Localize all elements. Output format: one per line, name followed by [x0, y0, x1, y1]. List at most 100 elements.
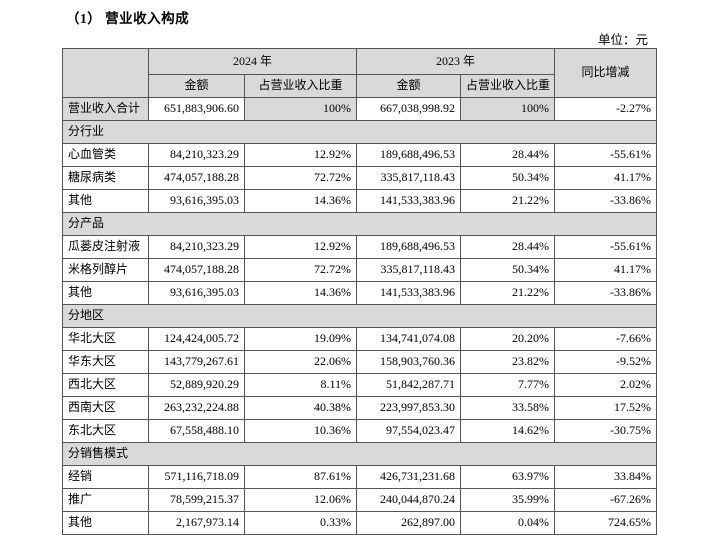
amount-2024-cell: 93,616,395.03 [148, 189, 245, 213]
table-row: 糖尿病类 474,057,188.28 72.72% 335,817,118.43 50… [62, 166, 658, 190]
row-label-cell: 推广 [62, 488, 149, 512]
table-row: 心血管类 84,210,323.29 12.92% 189,688,496.53 28.… [62, 143, 658, 167]
amount-2024-cell: 263,232,224.88 [148, 396, 245, 420]
section-row-label: 分地区 [61, 304, 658, 328]
section-row: 分销售模式 [61, 442, 658, 466]
amount-2024-cell: 67,558,488.10 [148, 419, 245, 443]
ratio-2024-cell: 87.61% [243, 465, 358, 489]
amount-2024-cell: 84,210,323.29 [148, 235, 245, 259]
amount-2023-cell: 667,038,998.92 [356, 97, 462, 121]
row-label-cell: 米格列醇片 [62, 258, 149, 282]
ratio-2023-cell: 35.99% [460, 488, 556, 512]
unit-label: 单位：元 [597, 33, 648, 47]
amount-2023-cell: 158,903,760.36 [356, 350, 462, 374]
table-row: 经销 571,116,718.09 87.61% 426,731,231.68 63.9… [62, 465, 658, 489]
table-row: 米格列醇片 474,057,188.28 72.72% 335,817,118.43 5… [62, 258, 658, 282]
amount-2023-cell: 189,688,496.53 [356, 235, 462, 259]
section-title: （1） 营业收入构成 [66, 11, 190, 26]
ratio-2023-cell: 33.58% [460, 396, 556, 420]
header-amount-2023: 金额 [356, 74, 462, 98]
ratio-2024-cell: 22.06% [243, 350, 358, 374]
yoy-cell: 2.02% [554, 373, 658, 397]
amount-2023-cell: 223,997,853.30 [356, 396, 462, 420]
amount-2024-cell: 78,599,215.37 [148, 488, 245, 512]
amount-2023-cell: 134,741,074.08 [356, 327, 462, 351]
table-body: 营业收入合计 651,883,906.60 100% 667,038,998.92 10… [61, 97, 658, 535]
ratio-2024-cell: 0.33% [243, 511, 358, 535]
row-label-cell: 西南大区 [62, 396, 149, 420]
yoy-cell: -9.52% [554, 350, 658, 374]
amount-2023-cell: 189,688,496.53 [356, 143, 462, 167]
table-row: 华北大区 124,424,005.72 19.09% 134,741,074.08 20… [62, 327, 658, 351]
amount-2023-cell: 51,842,287.71 [356, 373, 462, 397]
row-label-cell: 糖尿病类 [62, 166, 149, 190]
ratio-2024-cell: 19.09% [243, 327, 358, 351]
section-row: 分行业 [61, 120, 658, 144]
ratio-2024-cell: 100% [243, 97, 358, 121]
amount-2023-cell: 141,533,383.96 [356, 281, 462, 305]
amount-2024-cell: 651,883,906.60 [148, 97, 245, 121]
ratio-2024-cell: 12.92% [243, 235, 358, 259]
ratio-2023-cell: 21.22% [460, 189, 556, 213]
row-label-cell: 心血管类 [62, 143, 149, 167]
yoy-cell: -33.86% [554, 281, 658, 305]
row-label-cell: 其他 [62, 511, 149, 535]
yoy-cell: -30.75% [554, 419, 658, 443]
amount-2024-cell: 571,116,718.09 [148, 465, 245, 489]
yoy-cell: 33.84% [554, 465, 658, 489]
ratio-2024-cell: 12.06% [243, 488, 358, 512]
table-row: 东北大区 67,558,488.10 10.36% 97,554,023.47 14.6… [62, 419, 658, 443]
row-label-cell: 其他 [62, 281, 149, 305]
table-row: 营业收入合计 651,883,906.60 100% 667,038,998.92 10… [62, 97, 658, 121]
header-year-2024: 2024 年 [147, 48, 358, 75]
ratio-2023-cell: 50.34% [460, 258, 556, 282]
header-empty-cell [62, 48, 149, 98]
amount-2024-cell: 2,167,973.14 [148, 511, 245, 535]
row-label-cell: 东北大区 [62, 419, 149, 443]
row-label-cell: 其他 [62, 189, 149, 213]
ratio-2024-cell: 8.11% [243, 373, 358, 397]
ratio-2024-cell: 12.92% [243, 143, 358, 167]
row-label-cell: 瓜蒌皮注射液 [62, 235, 149, 259]
revenue-composition-table: 2024 年 2023 年 同比增减 金额 占营业收入比重 金额 占营业收入比重… [61, 48, 658, 535]
ratio-2023-cell: 7.77% [460, 373, 556, 397]
amount-2023-cell: 97,554,023.47 [356, 419, 462, 443]
ratio-2024-cell: 14.36% [243, 189, 358, 213]
table-row: 其他 2,167,973.14 0.33% 262,897.00 0.04% 724.65… [62, 511, 658, 535]
section-row-label: 分销售模式 [61, 442, 658, 466]
table-row: 华东大区 143,779,267.61 22.06% 158,903,760.36 23… [62, 350, 658, 374]
yoy-cell: -55.61% [554, 235, 658, 259]
table-row: 其他 93,616,395.03 14.36% 141,533,383.96 21.22… [62, 281, 658, 305]
ratio-2023-cell: 100% [460, 97, 556, 121]
header-ratio-2024: 占营业收入比重 [243, 74, 358, 98]
yoy-cell: -55.61% [554, 143, 658, 167]
amount-2023-cell: 141,533,383.96 [356, 189, 462, 213]
yoy-cell: -7.66% [554, 327, 658, 351]
header-year-2023: 2023 年 [356, 48, 556, 75]
amount-2024-cell: 93,616,395.03 [148, 281, 245, 305]
ratio-2023-cell: 21.22% [460, 281, 556, 305]
yoy-cell: 41.17% [554, 166, 658, 190]
ratio-2023-cell: 28.44% [460, 235, 556, 259]
ratio-2023-cell: 20.20% [460, 327, 556, 351]
table-row: 其他 93,616,395.03 14.36% 141,533,383.96 21.22… [62, 189, 658, 213]
amount-2024-cell: 52,889,920.29 [148, 373, 245, 397]
ratio-2024-cell: 10.36% [243, 419, 358, 443]
amount-2023-cell: 426,731,231.68 [356, 465, 462, 489]
amount-2024-cell: 143,779,267.61 [148, 350, 245, 374]
amount-2023-cell: 335,817,118.43 [356, 166, 462, 190]
amount-2024-cell: 474,057,188.28 [148, 166, 245, 190]
amount-2023-cell: 262,897.00 [356, 511, 462, 535]
amount-2024-cell: 84,210,323.29 [148, 143, 245, 167]
table-row: 西南大区 263,232,224.88 40.38% 223,997,853.30 33… [62, 396, 658, 420]
yoy-cell: -33.86% [554, 189, 658, 213]
row-label-cell: 西北大区 [62, 373, 149, 397]
section-row: 分产品 [61, 212, 658, 236]
ratio-2023-cell: 50.34% [460, 166, 556, 190]
ratio-2024-cell: 40.38% [243, 396, 358, 420]
ratio-2024-cell: 72.72% [243, 258, 358, 282]
yoy-cell: -67.26% [554, 488, 658, 512]
header-amount-2024: 金额 [148, 74, 245, 98]
header-yoy: 同比增减 [554, 48, 658, 98]
amount-2023-cell: 335,817,118.43 [356, 258, 462, 282]
